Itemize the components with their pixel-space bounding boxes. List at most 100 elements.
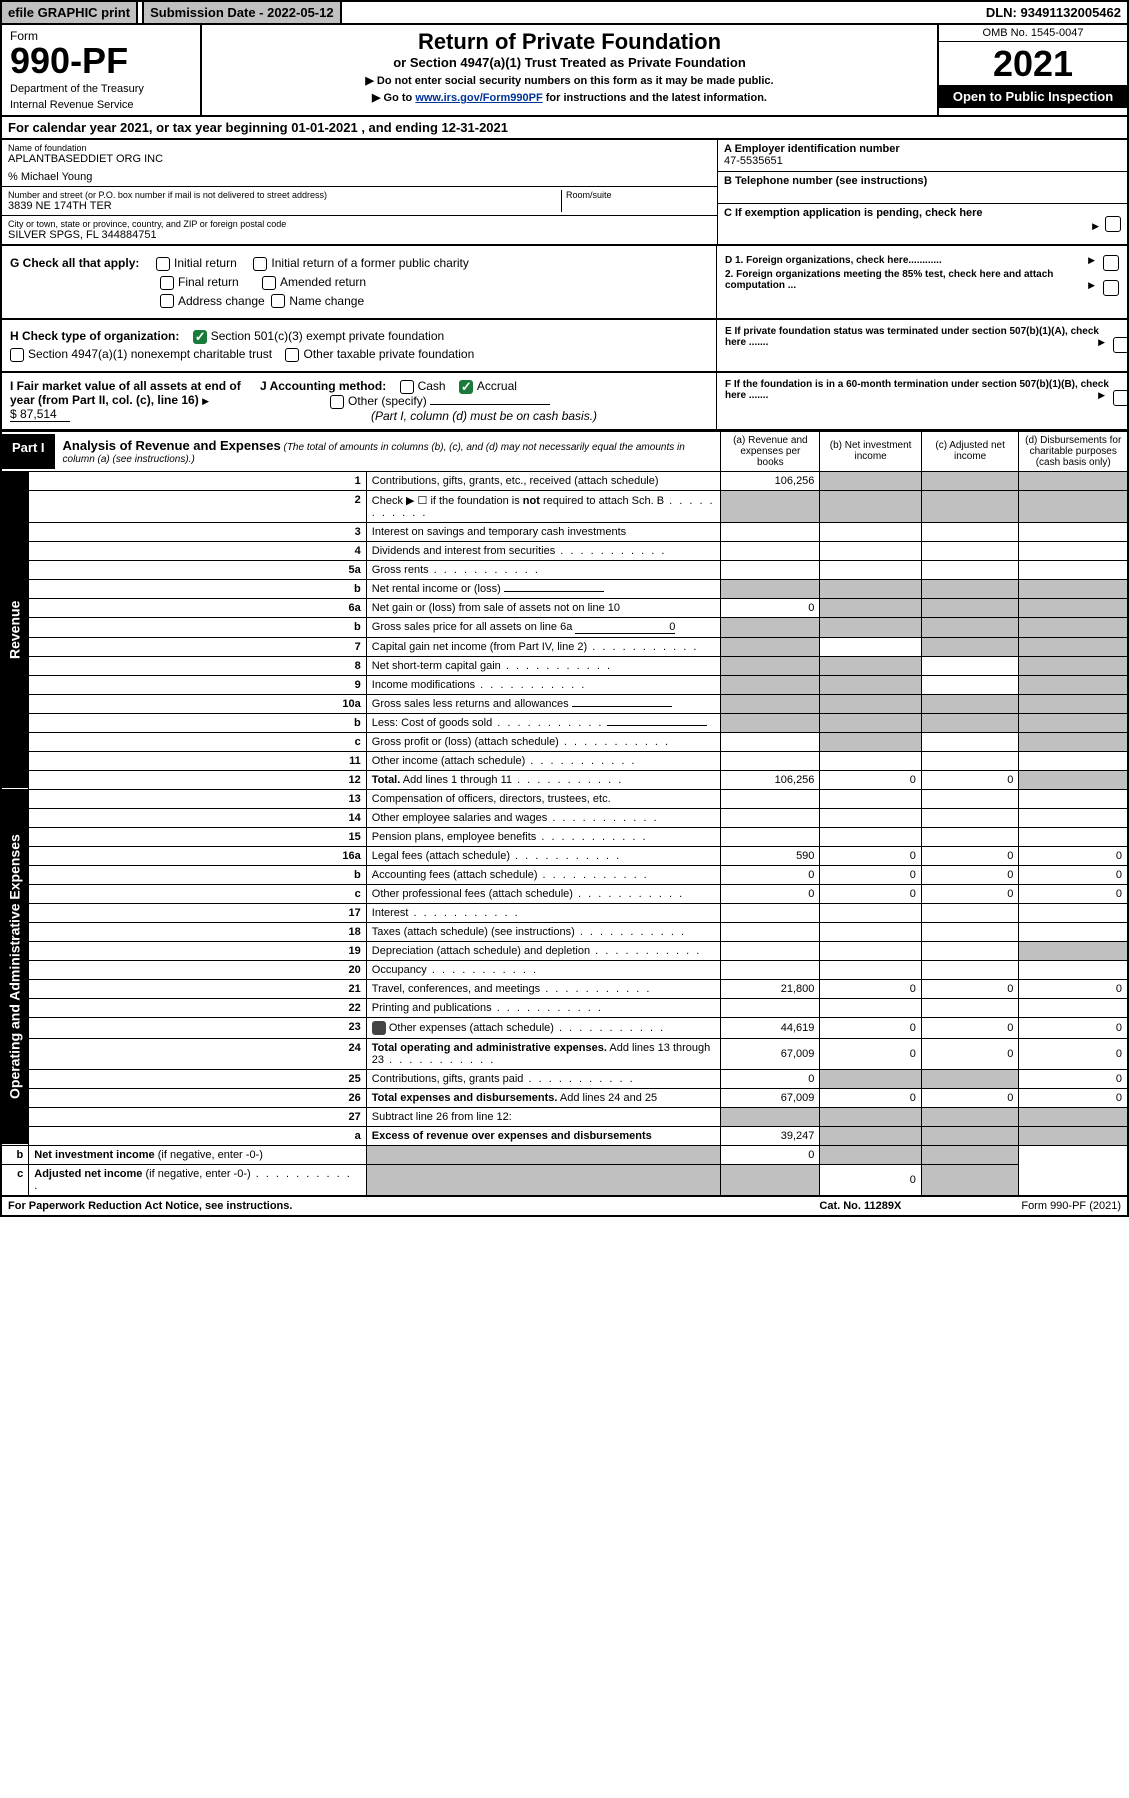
cell-c: [921, 903, 1019, 922]
row-number: b: [29, 713, 367, 732]
cell-c: [921, 827, 1019, 846]
row-number: c: [29, 732, 367, 751]
table-row: 4Dividends and interest from securities: [1, 541, 1128, 560]
part1-label: Part I: [2, 434, 55, 469]
d2-checkbox[interactable]: [1103, 280, 1119, 296]
row-number: 27: [29, 1107, 367, 1126]
cell-b: [820, 522, 921, 541]
city-label: City or town, state or province, country…: [8, 219, 711, 229]
cell-d: [1019, 903, 1128, 922]
cell-c: [921, 713, 1019, 732]
checkbox-501c3[interactable]: [193, 330, 207, 344]
row-number: 8: [29, 656, 367, 675]
cell-d: [1019, 960, 1128, 979]
street-label: Number and street (or P.O. box number if…: [8, 190, 561, 200]
check-left-g: G Check all that apply: Initial return I…: [2, 246, 717, 318]
row-number: 13: [29, 789, 367, 808]
ein-label: A Employer identification number: [724, 143, 900, 155]
cell-c: [921, 637, 1019, 656]
cell-d: [1019, 941, 1128, 960]
cell-c: [820, 1145, 921, 1164]
table-row: 18Taxes (attach schedule) (see instructi…: [1, 922, 1128, 941]
row-number: 15: [29, 827, 367, 846]
hij-right-e: E If private foundation status was termi…: [717, 320, 1127, 371]
row-number: a: [29, 1126, 367, 1145]
cell-d: [1019, 751, 1128, 770]
hij-left: H Check type of organization: Section 50…: [2, 320, 717, 371]
row-number: 11: [29, 751, 367, 770]
row-number: b: [29, 865, 367, 884]
checkbox-final-return[interactable]: [160, 276, 174, 290]
row-desc: Legal fees (attach schedule): [366, 846, 720, 865]
cell-b: 0: [820, 1038, 921, 1069]
checkbox-other-taxable[interactable]: [285, 348, 299, 362]
h1-label: Section 501(c)(3) exempt private foundat…: [211, 329, 444, 343]
cell-b: [820, 598, 921, 617]
col-a-header: (a) Revenue and expenses per books: [721, 431, 820, 471]
efile-label[interactable]: efile GRAPHIC print: [2, 2, 138, 23]
row-desc: Check ▶ ☐ if the foundation is not requi…: [366, 490, 720, 522]
cell-b: 0: [820, 1088, 921, 1107]
calendar-year-row: For calendar year 2021, or tax year begi…: [0, 117, 1129, 140]
cell-d: [1019, 675, 1128, 694]
checkbox-initial-return[interactable]: [156, 257, 170, 271]
cell-c: 0: [921, 1088, 1019, 1107]
table-row: 24Total operating and administrative exp…: [1, 1038, 1128, 1069]
g4-label: Amended return: [280, 275, 366, 289]
table-row: 23 Other expenses (attach schedule)44,61…: [1, 1017, 1128, 1038]
omb-number: OMB No. 1545-0047: [939, 25, 1127, 42]
cell-a: [721, 808, 820, 827]
exemption-checkbox[interactable]: [1105, 216, 1121, 232]
row-number: 7: [29, 637, 367, 656]
checkbox-cash[interactable]: [400, 380, 414, 394]
row-desc: Less: Cost of goods sold: [366, 713, 720, 732]
submission-date: Submission Date - 2022-05-12: [142, 2, 342, 23]
part1-desc: Analysis of Revenue and Expenses (The to…: [55, 434, 721, 469]
footer-form: Form 990-PF (2021): [1021, 1200, 1121, 1212]
checkbox-4947[interactable]: [10, 348, 24, 362]
cell-a: 67,009: [721, 1088, 820, 1107]
cell-d: 0: [1019, 884, 1128, 903]
footer-cat: Cat. No. 11289X: [819, 1200, 901, 1212]
h2-label: Section 4947(a)(1) nonexempt charitable …: [28, 347, 272, 361]
cell-c: [921, 808, 1019, 827]
form-number: 990-PF: [10, 43, 192, 79]
attach-icon[interactable]: [372, 1021, 386, 1035]
h3-label: Other taxable private foundation: [303, 347, 474, 361]
row-desc: Occupancy: [366, 960, 720, 979]
table-row: bAccounting fees (attach schedule)0000: [1, 865, 1128, 884]
cell-a: [721, 998, 820, 1017]
checkbox-accrual[interactable]: [459, 380, 473, 394]
row-desc: Subtract line 26 from line 12:: [366, 1107, 720, 1126]
cell-a: 0: [721, 598, 820, 617]
tax-year: 2021: [939, 42, 1127, 85]
checkbox-initial-former[interactable]: [253, 257, 267, 271]
checkbox-address-change[interactable]: [160, 294, 174, 308]
exemption-cell: C If exemption application is pending, c…: [718, 204, 1127, 236]
footer-left: For Paperwork Reduction Act Notice, see …: [8, 1200, 292, 1212]
f-checkbox[interactable]: [1113, 390, 1129, 406]
checkbox-amended[interactable]: [262, 276, 276, 290]
checkbox-name-change[interactable]: [271, 294, 285, 308]
cell-c: [921, 598, 1019, 617]
checkbox-other-method[interactable]: [330, 395, 344, 409]
name-value: APLANTBASEDDIET ORG INC: [8, 153, 711, 165]
cell-a: 39,247: [721, 1126, 820, 1145]
part1-table: Part I Analysis of Revenue and Expenses …: [0, 431, 1129, 1197]
j3-label: Other (specify): [348, 394, 427, 408]
row-desc: Contributions, gifts, grants paid: [366, 1069, 720, 1088]
row-desc: Capital gain net income (from Part IV, l…: [366, 637, 720, 656]
table-row: cOther professional fees (attach schedul…: [1, 884, 1128, 903]
cell-c: 0: [820, 1164, 921, 1196]
table-row: 15Pension plans, employee benefits: [1, 827, 1128, 846]
table-row: cGross profit or (loss) (attach schedule…: [1, 732, 1128, 751]
e-checkbox[interactable]: [1113, 337, 1129, 353]
irs-link[interactable]: www.irs.gov/Form990PF: [415, 92, 542, 104]
cell-c: [921, 617, 1019, 637]
cell-b: [820, 490, 921, 522]
row-number: 22: [29, 998, 367, 1017]
row-desc: Excess of revenue over expenses and disb…: [366, 1126, 720, 1145]
g3-label: Final return: [178, 275, 239, 289]
row-number: 3: [29, 522, 367, 541]
row-desc: Adjusted net income (if negative, enter …: [29, 1164, 367, 1196]
